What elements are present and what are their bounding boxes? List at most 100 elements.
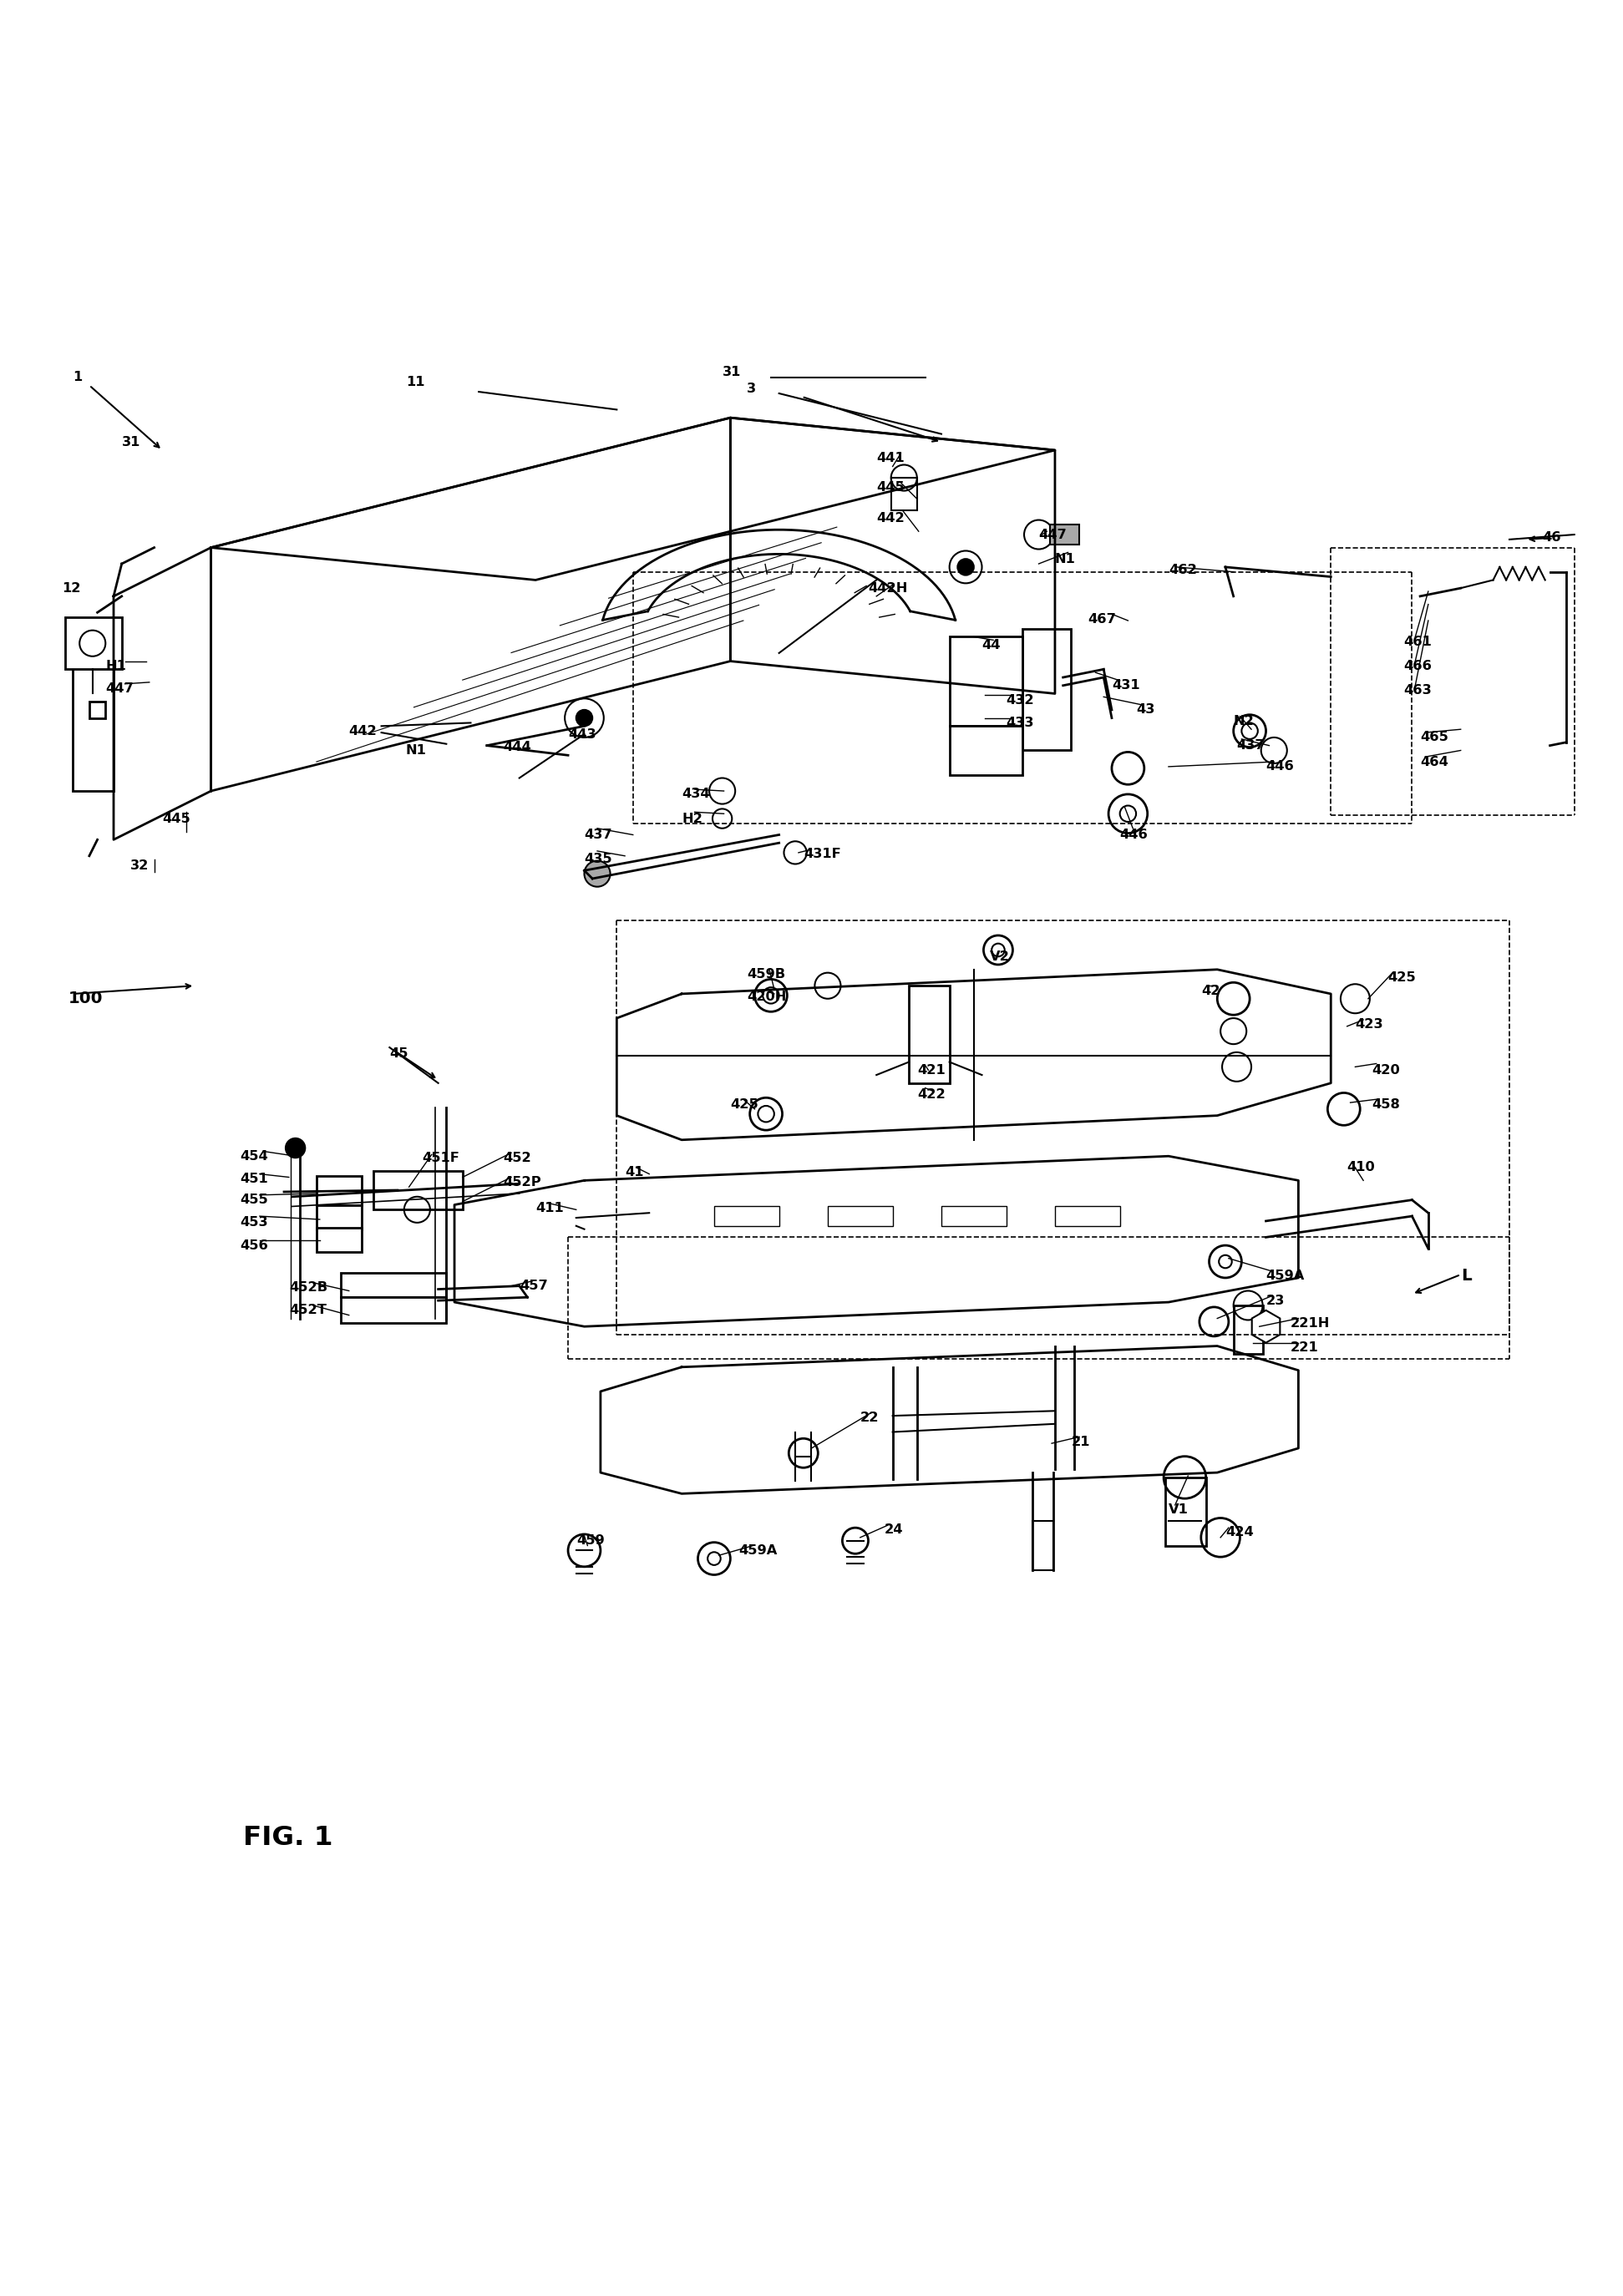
- Circle shape: [949, 551, 982, 583]
- Text: 452T: 452T: [289, 1304, 326, 1316]
- Bar: [1233, 1306, 1263, 1355]
- Text: 431: 431: [1112, 680, 1139, 691]
- Text: 451: 451: [240, 1173, 268, 1185]
- Bar: [1165, 1476, 1206, 1545]
- Bar: [949, 636, 1022, 726]
- Text: V1: V1: [1169, 1504, 1188, 1515]
- Text: 457: 457: [519, 1279, 547, 1293]
- Text: 421: 421: [917, 1063, 945, 1077]
- Text: 465: 465: [1420, 730, 1448, 744]
- Text: 447: 447: [1039, 528, 1066, 542]
- Bar: [909, 985, 949, 1084]
- Text: 100: 100: [68, 992, 102, 1006]
- Bar: [65, 618, 122, 668]
- Text: 425: 425: [1388, 971, 1415, 985]
- Text: 23: 23: [1266, 1295, 1285, 1306]
- Bar: [714, 1205, 779, 1226]
- Text: 437: 437: [1237, 739, 1264, 751]
- Text: 442: 442: [876, 512, 904, 523]
- Text: 41: 41: [625, 1166, 644, 1178]
- Text: 437: 437: [584, 829, 612, 840]
- Text: 447: 447: [105, 682, 133, 696]
- Text: 455: 455: [240, 1194, 268, 1205]
- Bar: [949, 726, 1022, 774]
- Text: 433: 433: [1006, 716, 1034, 730]
- Text: 420: 420: [1371, 1063, 1399, 1077]
- Text: 459: 459: [576, 1534, 604, 1548]
- Text: N1: N1: [1055, 553, 1076, 565]
- Text: 452: 452: [503, 1153, 531, 1164]
- Text: 1: 1: [73, 372, 83, 383]
- Bar: [341, 1272, 446, 1297]
- Bar: [341, 1297, 446, 1322]
- Text: 24: 24: [885, 1522, 904, 1536]
- Text: 31: 31: [722, 365, 742, 379]
- Text: 459B: 459B: [747, 969, 786, 980]
- Text: 431F: 431F: [803, 847, 841, 861]
- Text: 456: 456: [240, 1240, 268, 1251]
- Bar: [316, 1228, 362, 1251]
- Bar: [941, 1205, 1006, 1226]
- Bar: [73, 629, 114, 792]
- Circle shape: [576, 709, 592, 726]
- Text: 3: 3: [747, 381, 756, 395]
- Circle shape: [958, 558, 974, 574]
- Text: 12: 12: [62, 581, 81, 595]
- Text: 452P: 452P: [503, 1176, 540, 1189]
- Text: 43: 43: [1136, 703, 1156, 716]
- Text: 466: 466: [1404, 659, 1431, 673]
- Text: 425: 425: [730, 1097, 758, 1111]
- Text: 31: 31: [122, 436, 141, 448]
- Text: 452B: 452B: [289, 1281, 328, 1295]
- Circle shape: [80, 631, 105, 657]
- Bar: [1022, 629, 1071, 751]
- Text: 459A: 459A: [1266, 1270, 1305, 1283]
- Text: 451F: 451F: [422, 1153, 459, 1164]
- Text: 45: 45: [390, 1047, 409, 1061]
- Text: FIG. 1: FIG. 1: [243, 1825, 333, 1851]
- Bar: [316, 1176, 362, 1205]
- Text: L: L: [1461, 1267, 1472, 1283]
- Text: 463: 463: [1404, 684, 1431, 696]
- Text: H1: H1: [105, 659, 127, 673]
- Bar: [373, 1171, 463, 1210]
- Text: 458: 458: [1371, 1097, 1399, 1111]
- Text: 46: 46: [1542, 533, 1561, 544]
- Text: 410: 410: [1347, 1162, 1375, 1173]
- Bar: [89, 703, 105, 719]
- Text: 32: 32: [130, 859, 149, 872]
- Text: 424: 424: [1225, 1527, 1253, 1538]
- Text: 461: 461: [1404, 636, 1431, 647]
- Text: 435: 435: [584, 852, 612, 866]
- Circle shape: [584, 861, 610, 886]
- Text: 221H: 221H: [1290, 1318, 1329, 1329]
- Text: 444: 444: [503, 742, 531, 753]
- Text: 443: 443: [568, 728, 596, 739]
- Text: 459A: 459A: [738, 1545, 777, 1557]
- Text: 434: 434: [682, 788, 709, 801]
- Text: 22: 22: [860, 1412, 880, 1424]
- Text: 411: 411: [536, 1201, 563, 1215]
- Text: 445: 445: [162, 813, 190, 824]
- Text: 462: 462: [1169, 565, 1196, 576]
- Text: 420H: 420H: [747, 992, 786, 1003]
- Text: 422: 422: [917, 1088, 945, 1100]
- Circle shape: [1024, 519, 1053, 549]
- Text: 432: 432: [1006, 693, 1034, 707]
- Bar: [1055, 1205, 1120, 1226]
- Text: 446: 446: [1266, 760, 1294, 774]
- Text: V2: V2: [990, 951, 1010, 962]
- Bar: [1050, 526, 1079, 544]
- Text: H2: H2: [682, 813, 703, 824]
- Bar: [316, 1205, 362, 1228]
- Text: 442H: 442H: [868, 581, 907, 595]
- Text: 467: 467: [1087, 613, 1115, 625]
- Text: 442: 442: [349, 726, 377, 737]
- Text: 454: 454: [240, 1150, 268, 1162]
- Text: 446: 446: [1120, 829, 1147, 840]
- Text: 441: 441: [876, 452, 904, 464]
- Text: 42: 42: [1201, 985, 1220, 996]
- Text: 423: 423: [1355, 1019, 1383, 1031]
- Text: N2: N2: [1233, 714, 1255, 728]
- Polygon shape: [1251, 1311, 1281, 1343]
